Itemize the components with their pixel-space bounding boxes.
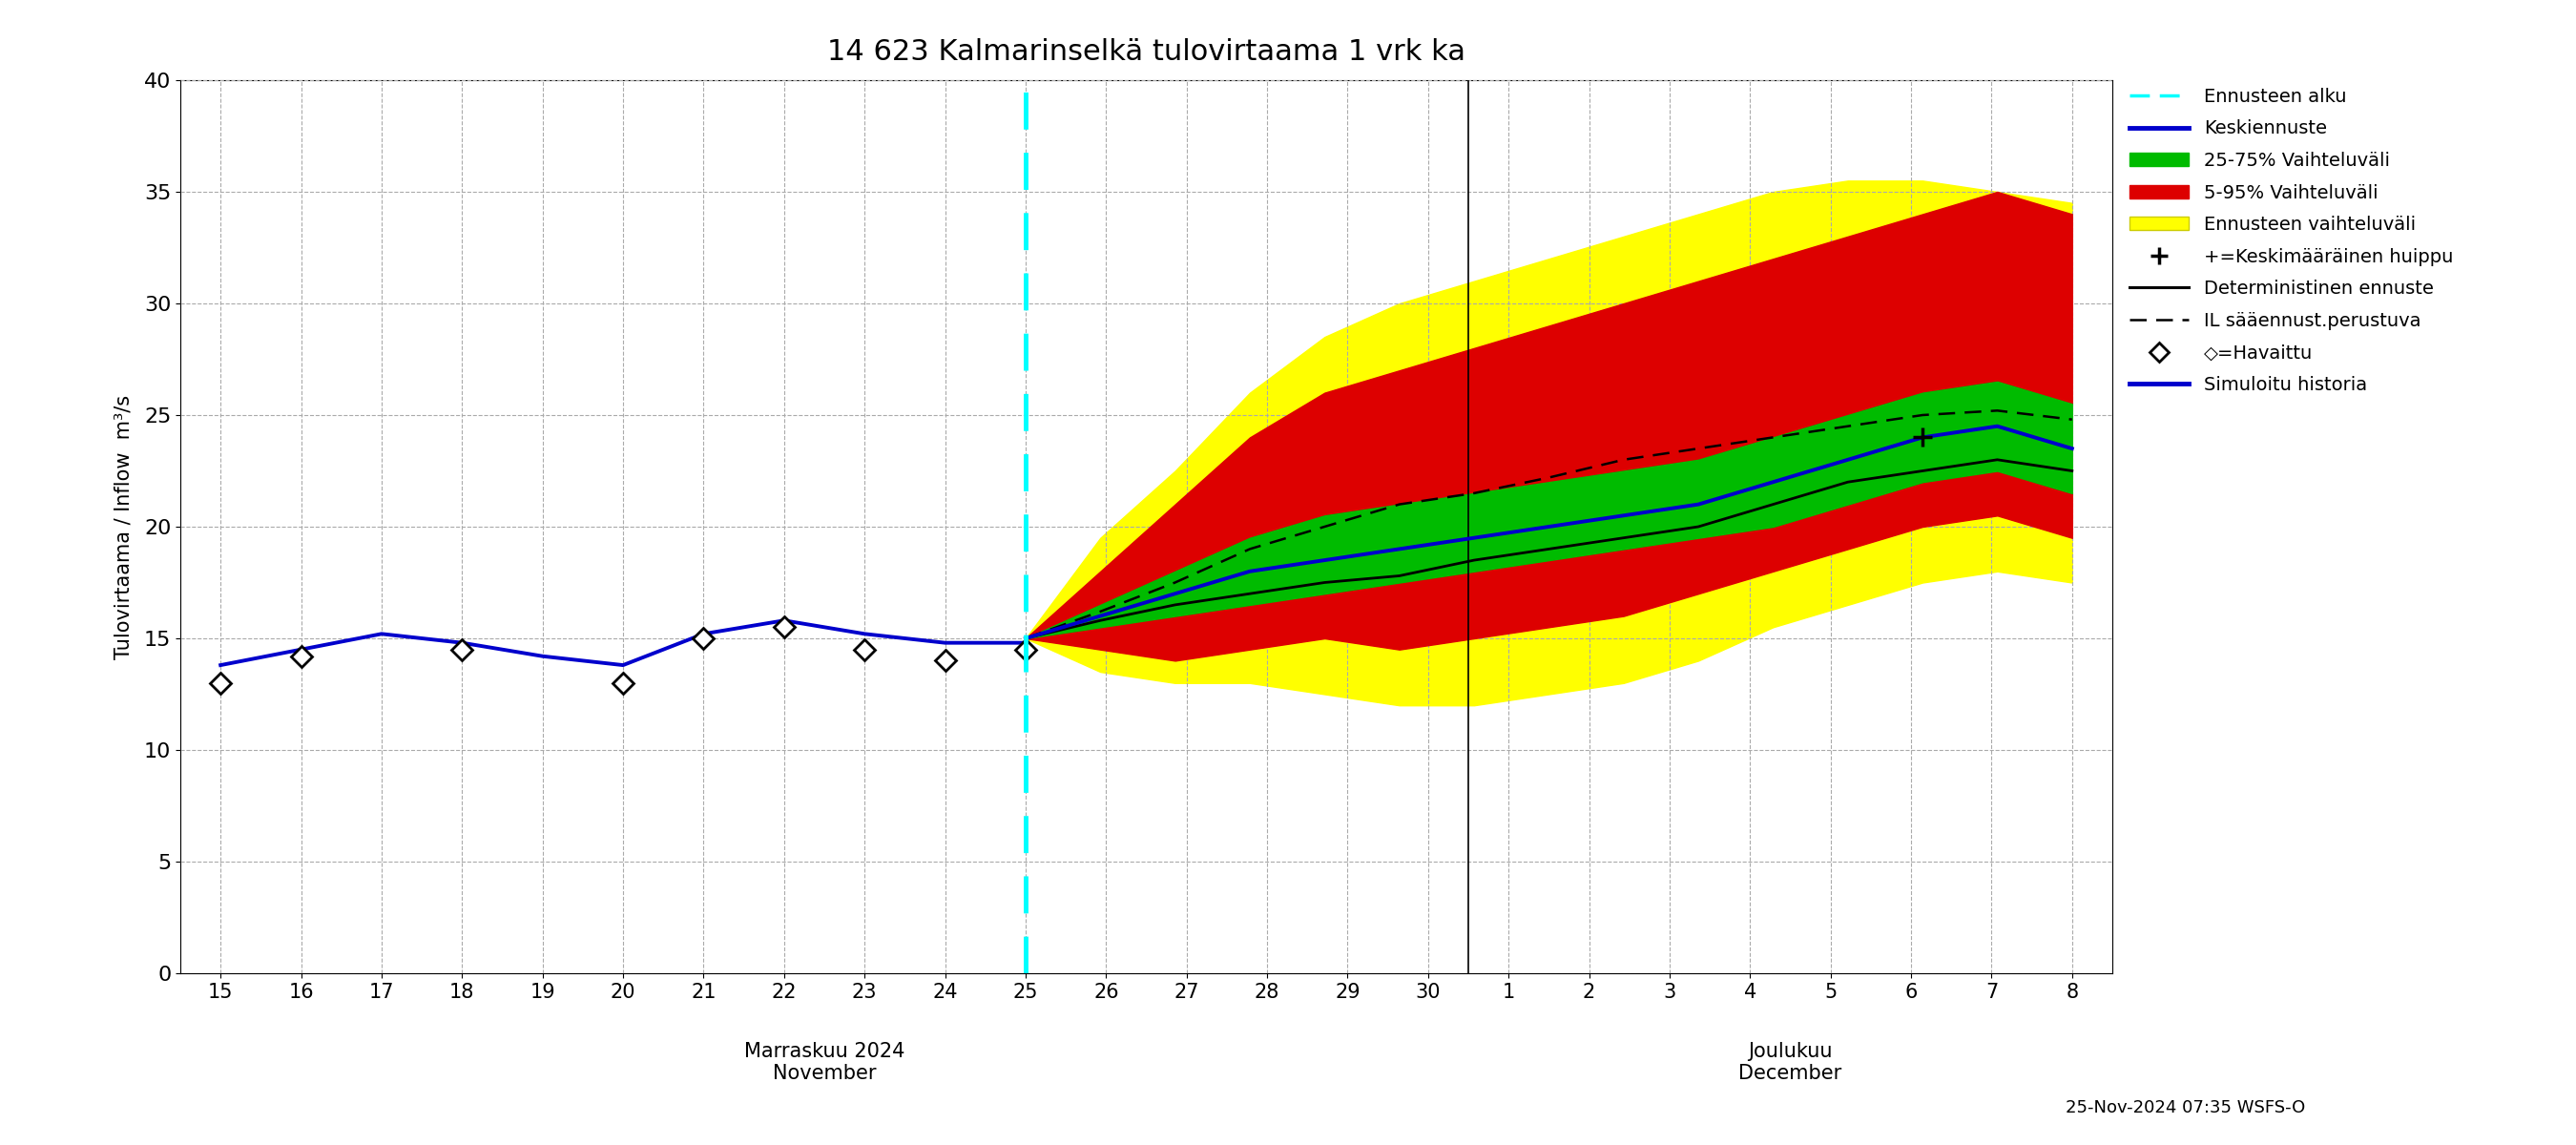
Text: 25-Nov-2024 07:35 WSFS-O: 25-Nov-2024 07:35 WSFS-O [2066, 1099, 2306, 1116]
Text: Joulukuu
December: Joulukuu December [1739, 1042, 1842, 1083]
Title: 14 623 Kalmarinselkä tulovirtaama 1 vrk ka: 14 623 Kalmarinselkä tulovirtaama 1 vrk … [827, 38, 1466, 66]
Legend: Ennusteen alku, Keskiennuste, 25-75% Vaihteluväli, 5-95% Vaihteluväli, Ennusteen: Ennusteen alku, Keskiennuste, 25-75% Vai… [2123, 80, 2460, 402]
Text: Marraskuu 2024
November: Marraskuu 2024 November [744, 1042, 904, 1083]
Y-axis label: Tulovirtaama / Inflow  m³/s: Tulovirtaama / Inflow m³/s [113, 395, 134, 658]
